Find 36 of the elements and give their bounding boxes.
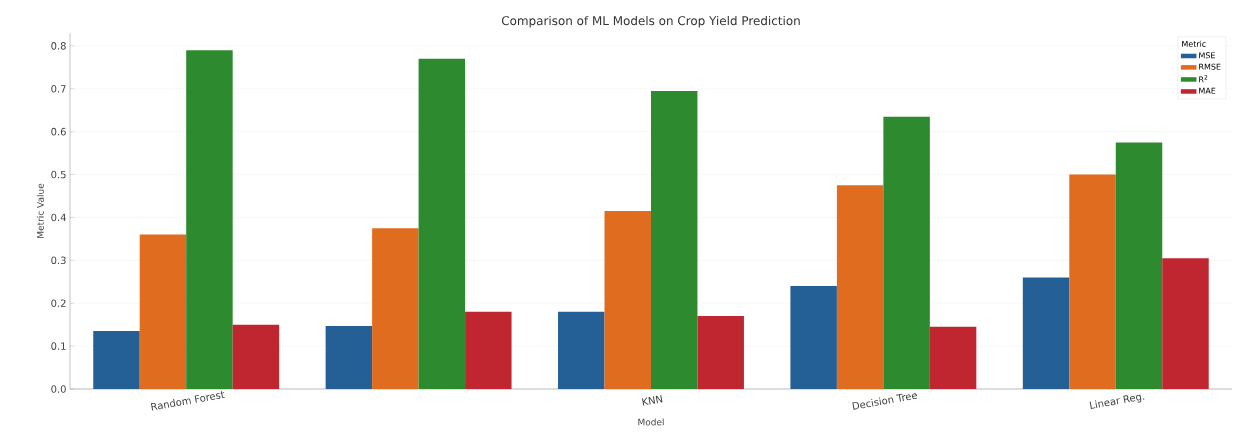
x-tick-label: Random Forest <box>150 391 225 411</box>
bar <box>883 116 930 389</box>
y-tick-label: 0.0 <box>51 385 66 393</box>
y-tick-label: 0.2 <box>51 299 66 307</box>
bar <box>558 311 605 389</box>
y-tick-label: 0.1 <box>51 342 66 350</box>
y-tick-label: 0.4 <box>51 213 66 222</box>
y-axis-title: Metric Value <box>36 183 44 238</box>
bar <box>836 185 884 389</box>
bar <box>372 228 419 389</box>
bar <box>1115 142 1163 389</box>
bar <box>697 316 744 389</box>
bar <box>650 90 698 389</box>
x-tick-label: Decision Tree <box>852 393 918 410</box>
bar <box>604 211 651 389</box>
bar <box>186 50 233 389</box>
bar <box>139 234 187 389</box>
x-axis-title: Model <box>638 418 664 426</box>
bar <box>325 325 373 389</box>
bar <box>93 331 140 389</box>
y-tick-label: 0.5 <box>51 170 66 179</box>
bar <box>232 324 280 389</box>
y-tick-label: 0.6 <box>51 127 66 136</box>
x-tick-label: Linear Reg. <box>1089 394 1145 409</box>
y-tick-label: 0.7 <box>51 84 66 93</box>
bar <box>1022 277 1070 389</box>
bar <box>1069 174 1116 389</box>
bar <box>790 286 837 389</box>
bar <box>929 326 977 389</box>
bar <box>1162 258 1209 389</box>
y-tick-label: 0.3 <box>51 256 66 265</box>
y-tick-label: 0.8 <box>51 42 66 50</box>
x-tick-label: KNN <box>642 395 663 406</box>
bar <box>418 58 466 389</box>
chart-title: Comparison of ML Models on Crop Yield Prediction <box>501 15 800 28</box>
bar <box>465 311 512 389</box>
